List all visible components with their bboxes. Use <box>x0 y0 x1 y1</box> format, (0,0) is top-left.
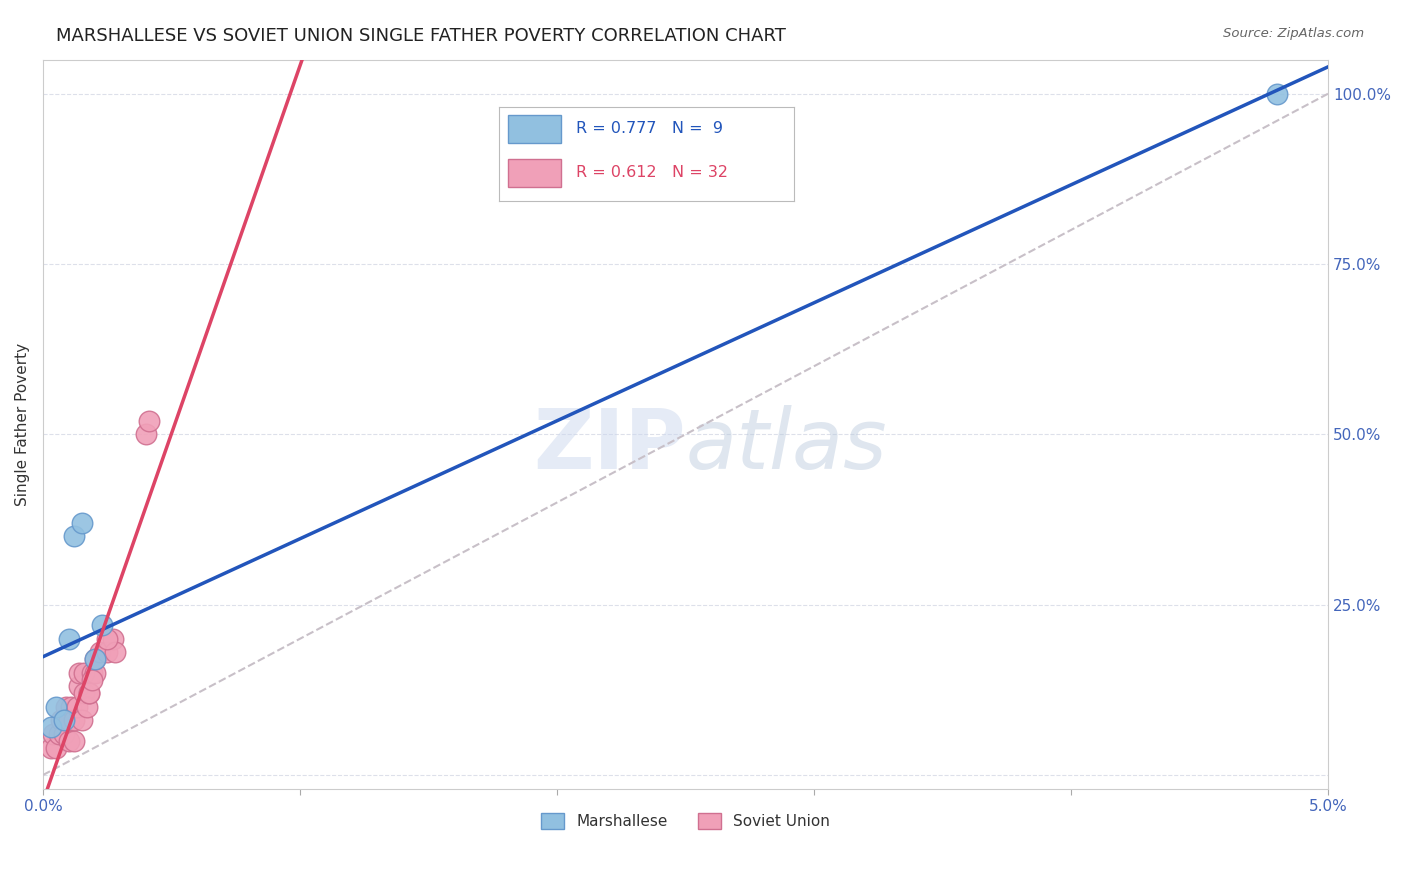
Legend: Marshallese, Soviet Union: Marshallese, Soviet Union <box>536 807 837 836</box>
Point <box>91 618 114 632</box>
Point <box>42 727 65 741</box>
Point <box>39 720 62 734</box>
Point <box>63 714 86 728</box>
Point <box>70 714 93 728</box>
Point <box>45 740 67 755</box>
Text: MARSHALLESE VS SOVIET UNION SINGLE FATHER POVERTY CORRELATION CHART: MARSHALLESE VS SOVIET UNION SINGLE FATHE… <box>56 27 786 45</box>
Point <box>101 632 124 646</box>
Point <box>58 734 80 748</box>
Point <box>104 645 127 659</box>
Point <box>76 699 98 714</box>
Point <box>55 699 77 714</box>
Y-axis label: Single Father Poverty: Single Father Poverty <box>15 343 30 506</box>
Point <box>52 714 75 728</box>
Point <box>63 529 86 543</box>
Point <box>67 679 90 693</box>
Point <box>70 516 93 530</box>
Text: Source: ZipAtlas.com: Source: ZipAtlas.com <box>1223 27 1364 40</box>
Text: R = 0.612   N = 32: R = 0.612 N = 32 <box>576 165 728 180</box>
Point <box>63 734 86 748</box>
Point <box>45 699 67 714</box>
Point <box>135 427 157 442</box>
Point <box>48 727 70 741</box>
Point <box>83 652 105 666</box>
Point <box>96 645 118 659</box>
Bar <box>508 114 561 143</box>
Point <box>79 686 101 700</box>
Point <box>80 673 103 687</box>
Point <box>51 714 73 728</box>
Point <box>65 699 87 714</box>
Point <box>79 686 101 700</box>
Point <box>1265 87 1288 101</box>
Text: ZIP: ZIP <box>533 406 686 486</box>
Point <box>96 632 118 646</box>
Point <box>83 665 105 680</box>
Point <box>80 665 103 680</box>
Text: R = 0.777   N =  9: R = 0.777 N = 9 <box>576 121 723 136</box>
Bar <box>508 159 561 186</box>
Point <box>83 652 105 666</box>
Point <box>58 632 80 646</box>
Point <box>58 714 80 728</box>
Point <box>73 686 96 700</box>
Point <box>138 414 160 428</box>
Text: atlas: atlas <box>686 406 887 486</box>
Point <box>67 665 90 680</box>
Point <box>89 645 111 659</box>
Point <box>73 665 96 680</box>
Point <box>52 727 75 741</box>
Point <box>60 699 83 714</box>
Point <box>39 740 62 755</box>
